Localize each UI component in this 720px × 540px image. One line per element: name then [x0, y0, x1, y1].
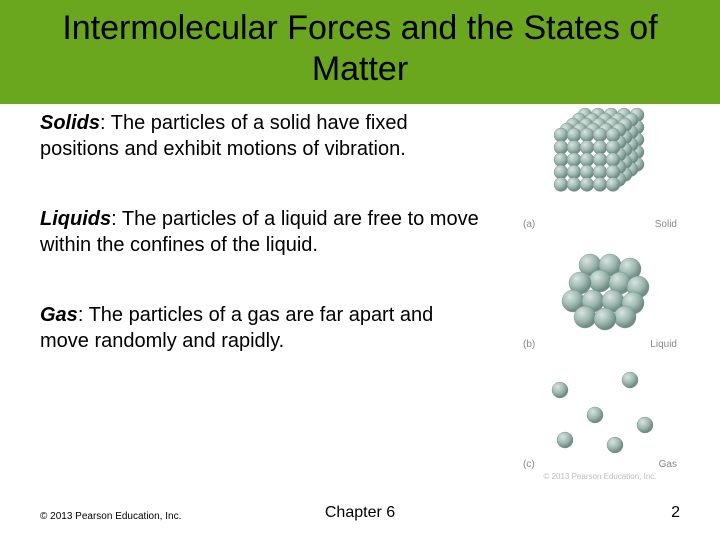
section-liquids: Liquids: The particles of a liquid are f… [40, 206, 480, 258]
section-solids: Solids: The particles of a solid have fi… [40, 110, 480, 162]
small-copyright: © 2013 Pearson Education, Inc. [543, 472, 656, 481]
figure-liquid-text: Liquid [650, 339, 677, 350]
chapter-label: Chapter 6 [325, 504, 395, 522]
figure-solid-tag: (a) [523, 219, 535, 230]
term-liquids: Liquids [40, 208, 111, 230]
term-solids: Solids [40, 112, 100, 134]
body-gas: : The particles of a gas are far apart a… [40, 304, 433, 352]
figure-solid-text: Solid [655, 219, 677, 230]
figure-liquid-tag: (b) [523, 339, 535, 350]
figure-solid: (a) Solid [515, 105, 685, 230]
content-area: Solids: The particles of a solid have fi… [40, 110, 480, 398]
figure-gas-label: (c) Gas [515, 459, 685, 470]
page-title: Intermolecular Forces and the States of … [20, 8, 700, 90]
solid-cube-icon [535, 105, 665, 215]
figure-liquid: (b) Liquid [515, 245, 685, 350]
term-gas: Gas [40, 304, 78, 326]
figure-liquid-label: (b) Liquid [515, 339, 685, 350]
page-number: 2 [671, 504, 680, 522]
figure-gas-text: Gas [659, 459, 677, 470]
section-gas: Gas: The particles of a gas are far apar… [40, 302, 480, 354]
liquid-cluster-icon [535, 245, 665, 335]
title-bar: Intermolecular Forces and the States of … [0, 0, 720, 104]
figure-solid-label: (a) Solid [515, 219, 685, 230]
figures-column: (a) Solid (b) Liquid (c) Gas © 2013 Pear… [515, 105, 685, 481]
copyright-text: © 2013 Pearson Education, Inc. [40, 511, 181, 522]
figure-gas-tag: (c) [523, 459, 535, 470]
figure-gas: (c) Gas © 2013 Pearson Education, Inc. [515, 365, 685, 481]
gas-scatter-icon [535, 365, 665, 455]
